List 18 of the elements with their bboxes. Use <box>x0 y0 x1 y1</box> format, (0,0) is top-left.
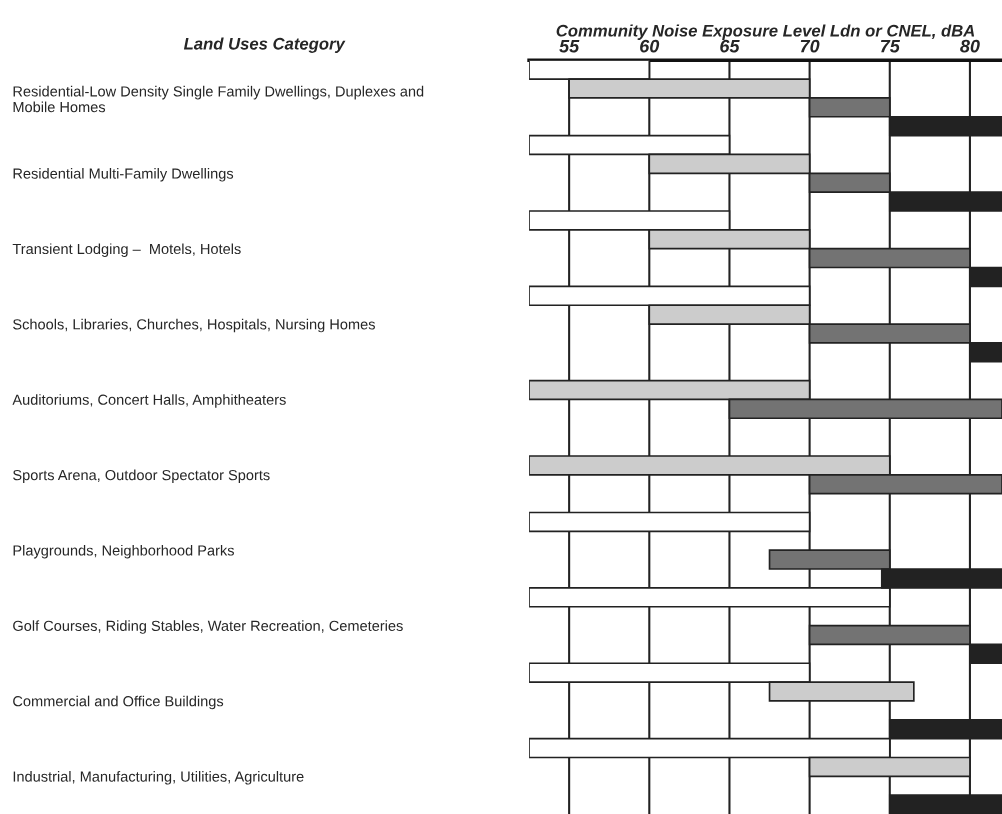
y-tick-label: Commercial and Office Buildings <box>13 695 224 710</box>
x-tick-label: 70 <box>800 39 820 53</box>
y-tick-label: Sports Arena, Outdoor Spectator Sports <box>13 469 270 484</box>
y-tick-label: Playgrounds, Neighborhood Parks <box>13 544 234 559</box>
y-tick-label: Schools, Libraries, Churches, Hospitals, Nursing Homes <box>13 318 375 333</box>
y-axis-title: Land Uses Category <box>183 37 346 53</box>
y-tick-label: Transient Lodging – Motels, Hotels <box>12 243 241 257</box>
y-tick-label: Residential Multi-Family Dwellings <box>13 168 234 182</box>
y-tick-label: Industrial, Manufacturing, Utilities, Agriculture <box>13 771 304 785</box>
x-tick-label: 80 <box>960 39 980 53</box>
x-tick-label: 65 <box>720 39 740 53</box>
y-tick-label: Residential-Low Density Single Family Dwellings, Duplexes and Mobile Homes <box>13 85 424 113</box>
x-tick-label: 60 <box>640 39 660 53</box>
y-tick-label: Auditoriums, Concert Halls, Amphitheaters <box>12 394 286 408</box>
x-tick-label: 55 <box>559 39 580 53</box>
x-axis-title: Community Noise Exposure Level Ldn or CNEL, dBA <box>556 24 975 40</box>
y-tick-label: Golf Courses, Riding Stables, Water Recreation, Cemeteries <box>13 620 403 634</box>
x-tick-label: 75 <box>881 39 901 53</box>
